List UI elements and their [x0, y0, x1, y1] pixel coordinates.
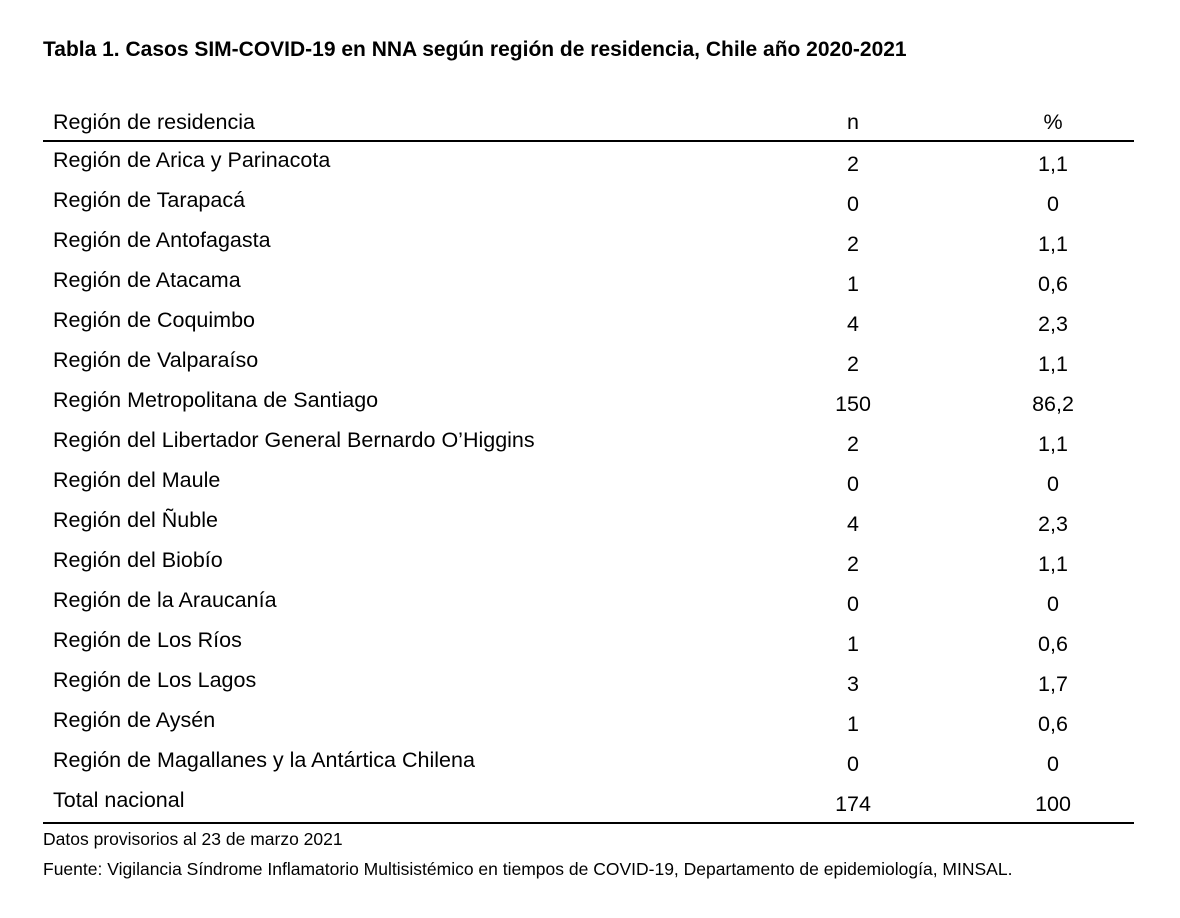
percent-cell: 1,1 — [1038, 432, 1068, 456]
table-row: Región de Los Ríos 1 0,6 — [43, 622, 1134, 662]
region-cell: Región del Ñuble — [53, 508, 218, 532]
table-row: Región del Ñuble 4 2,3 — [43, 502, 1134, 542]
n-cell: 0 — [847, 472, 859, 496]
header-region: Región de residencia — [53, 110, 255, 134]
table-row: Región de Tarapacá 0 0 — [43, 182, 1134, 222]
table-row: Región de Atacama 1 0,6 — [43, 262, 1134, 302]
region-cell: Región de Magallanes y la Antártica Chil… — [53, 748, 475, 772]
region-cell: Región de Valparaíso — [53, 348, 259, 372]
region-cell: Región de Coquimbo — [53, 308, 255, 332]
n-cell: 2 — [847, 432, 859, 456]
n-cell: 4 — [847, 312, 859, 336]
region-cell: Región de Los Lagos — [53, 668, 257, 692]
percent-cell: 0 — [1047, 472, 1059, 496]
n-cell: 1 — [847, 632, 859, 656]
region-cell: Región de la Araucanía — [53, 588, 277, 612]
table-row: Región de Valparaíso 2 1,1 — [43, 342, 1134, 382]
table-row: Región del Maule 0 0 — [43, 462, 1134, 502]
percent-cell: 1,1 — [1038, 552, 1068, 576]
region-cell: Región de Atacama — [53, 268, 241, 292]
n-cell: 3 — [847, 672, 859, 696]
percent-cell: 2,3 — [1038, 312, 1068, 336]
percent-cell: 86,2 — [1032, 392, 1074, 416]
region-cell: Región de Antofagasta — [53, 228, 271, 252]
table-row: Región de Coquimbo 4 2,3 — [43, 302, 1134, 342]
percent-cell: 0 — [1047, 192, 1059, 216]
percent-cell: 0,6 — [1038, 632, 1068, 656]
n-cell: 0 — [847, 192, 859, 216]
table-total-row: Total nacional 174 100 — [43, 782, 1134, 824]
n-cell: 1 — [847, 272, 859, 296]
table-row: Región de Magallanes y la Antártica Chil… — [43, 742, 1134, 782]
region-cell: Región de Los Ríos — [53, 628, 242, 652]
percent-cell: 1,1 — [1038, 232, 1068, 256]
region-cell: Región de Arica y Parinacota — [53, 148, 331, 172]
table-row: Región del Libertador General Bernardo O… — [43, 422, 1134, 462]
table-row: Región de Arica y Parinacota 2 1,1 — [43, 142, 1134, 182]
percent-cell: 1,1 — [1038, 352, 1068, 376]
n-cell: 0 — [847, 592, 859, 616]
n-cell: 2 — [847, 232, 859, 256]
region-cell: Región de Aysén — [53, 708, 216, 732]
table-row: Región de la Araucanía 0 0 — [43, 582, 1134, 622]
total-n: 174 — [835, 792, 871, 816]
table-row: Región de Aysén 1 0,6 — [43, 702, 1134, 742]
header-n: n — [847, 110, 859, 134]
table-title: Tabla 1. Casos SIM-COVID-19 en NNA según… — [43, 38, 907, 61]
percent-cell: 0,6 — [1038, 272, 1068, 296]
percent-cell: 0 — [1047, 592, 1059, 616]
region-cell: Región Metropolitana de Santiago — [53, 388, 379, 412]
region-cell: Región del Maule — [53, 468, 221, 492]
table-notes: Datos provisorios al 23 de marzo 2021 Fu… — [43, 824, 1012, 884]
region-cell: Región del Biobío — [53, 548, 223, 572]
percent-cell: 0,6 — [1038, 712, 1068, 736]
region-cell: Región del Libertador General Bernardo O… — [53, 428, 535, 452]
total-label: Total nacional — [53, 788, 185, 812]
n-cell: 1 — [847, 712, 859, 736]
n-cell: 4 — [847, 512, 859, 536]
n-cell: 0 — [847, 752, 859, 776]
table-header-row: Región de residencia n % — [43, 104, 1134, 142]
cases-table: Región de residencia n % Región de Arica… — [43, 104, 1134, 824]
source-note: Fuente: Vigilancia Síndrome Inflamatorio… — [43, 859, 1013, 879]
table-row: Región de Antofagasta 2 1,1 — [43, 222, 1134, 262]
n-cell: 2 — [847, 552, 859, 576]
header-percent: % — [1043, 110, 1063, 134]
n-cell: 2 — [847, 352, 859, 376]
total-percent: 100 — [1035, 792, 1071, 816]
percent-cell: 2,3 — [1038, 512, 1068, 536]
table-row: Región de Los Lagos 3 1,7 — [43, 662, 1134, 702]
n-cell: 2 — [847, 152, 859, 176]
n-cell: 150 — [835, 392, 871, 416]
data-note: Datos provisorios al 23 de marzo 2021 — [43, 829, 343, 849]
percent-cell: 1,1 — [1038, 152, 1068, 176]
percent-cell: 0 — [1047, 752, 1059, 776]
table-row: Región del Biobío 2 1,1 — [43, 542, 1134, 582]
region-cell: Región de Tarapacá — [53, 188, 246, 212]
table-row: Región Metropolitana de Santiago 150 86,… — [43, 382, 1134, 422]
percent-cell: 1,7 — [1038, 672, 1068, 696]
